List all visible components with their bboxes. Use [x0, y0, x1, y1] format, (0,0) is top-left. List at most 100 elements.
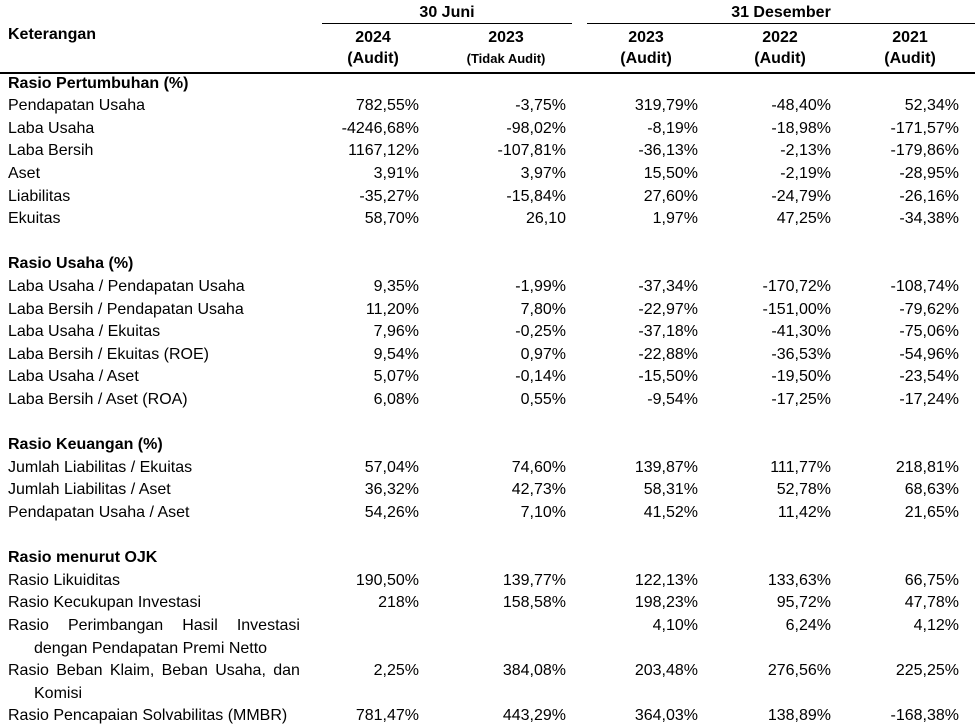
- table-row: Rasio Perimbangan Hasil Investasi 4,10% 6,24%…: [0, 615, 975, 638]
- table-row: Laba Bersih / Pendapatan Usaha 11,20% 7,80…: [0, 299, 975, 322]
- row-label: Laba Usaha / Aset: [8, 368, 139, 386]
- table-row: Laba Bersih 1167,12% -107,81% -36,13% -2,13%…: [0, 140, 975, 163]
- value-cell: -108,74%: [890, 277, 960, 295]
- value-cell: -79,62%: [899, 300, 959, 318]
- column-year: 2023: [628, 29, 664, 46]
- group-header-31-desember: 31 Desember: [731, 4, 831, 21]
- value-cell: 218,81%: [895, 458, 959, 476]
- row-label: Rasio Perimbangan Hasil Investasi: [8, 615, 300, 638]
- value-cell: -19,50%: [771, 368, 831, 386]
- row-label: Laba Usaha / Pendapatan Usaha: [8, 277, 245, 295]
- value-cell: 95,72%: [776, 594, 831, 612]
- value-cell: 111,77%: [770, 458, 831, 476]
- section-header: Rasio menurut OJK: [0, 547, 975, 570]
- table-row: Laba Bersih / Ekuitas (ROE) 9,54% 0,97% -22…: [0, 344, 975, 367]
- row-label: Laba Usaha / Ekuitas: [8, 323, 161, 341]
- value-cell: 3,97%: [520, 164, 566, 182]
- table-row: Liabilitas -35,27% -15,84% 27,60% -24,79% -26…: [0, 186, 975, 209]
- value-cell: 1167,12%: [348, 142, 419, 160]
- section-title: Rasio menurut OJK: [8, 549, 158, 567]
- column-year: 2021: [892, 29, 928, 46]
- value-cell: 6,24%: [785, 616, 831, 634]
- value-cell: -54,96%: [899, 345, 959, 363]
- value-cell: 47,25%: [776, 210, 831, 228]
- value-cell: 225,25%: [895, 662, 959, 680]
- label-word: Beban: [56, 662, 103, 680]
- section-header: Rasio Usaha (%): [0, 253, 975, 276]
- value-cell: -22,88%: [638, 345, 698, 363]
- value-cell: -151,00%: [762, 300, 832, 318]
- value-cell: 7,80%: [520, 300, 566, 318]
- spacer-row: [0, 525, 975, 548]
- value-cell: 66,75%: [904, 571, 959, 589]
- value-cell: 11,42%: [777, 503, 831, 521]
- group-underline-30-juni: [322, 23, 572, 24]
- value-cell: 15,50%: [643, 164, 698, 182]
- value-cell: -4246,68%: [341, 119, 419, 137]
- row-label: Aset: [8, 164, 41, 182]
- value-cell: -98,02%: [506, 119, 566, 137]
- value-cell: -2,19%: [780, 164, 831, 182]
- row-label: Liabilitas: [8, 187, 71, 205]
- value-cell: -9,54%: [647, 390, 698, 408]
- value-cell: 41,52%: [643, 503, 698, 521]
- row-label: Pendapatan Usaha / Aset: [8, 503, 190, 521]
- value-cell: 1,97%: [652, 210, 698, 228]
- table-row: Aset 3,91% 3,97% 15,50% -2,19% -28,95%: [0, 163, 975, 186]
- label-word: Perimbangan: [67, 616, 164, 634]
- group-underline-31-desember: [587, 23, 975, 24]
- column-subtitle: (Tidak Audit): [466, 51, 546, 66]
- value-cell: 158,58%: [502, 594, 566, 612]
- group-header-30-juni: 30 Juni: [419, 4, 475, 21]
- spacer-row: [0, 412, 975, 435]
- table-row: Jumlah Liabilitas / Ekuitas 57,04% 74,60% 1…: [0, 457, 975, 480]
- value-cell: -22,97%: [638, 300, 698, 318]
- label-word: Usaha,: [215, 662, 266, 680]
- row-label: Jumlah Liabilitas / Ekuitas: [8, 458, 193, 476]
- table-row: Laba Usaha -4246,68% -98,02% -8,19% -18,98% -…: [0, 118, 975, 141]
- value-cell: 443,29%: [502, 707, 566, 725]
- table-row: Ekuitas 58,70% 26,10 1,97% 47,25% -34,38%: [0, 208, 975, 231]
- section-header: Rasio Keuangan (%): [0, 434, 975, 457]
- column-year: 2024: [355, 29, 391, 46]
- value-cell: -37,34%: [638, 277, 698, 295]
- column-subtitle: (Audit): [347, 50, 399, 67]
- value-cell: 0,55%: [520, 390, 566, 408]
- value-cell: -18,98%: [771, 119, 831, 137]
- value-cell: 133,63%: [767, 571, 831, 589]
- value-cell: 364,03%: [634, 707, 698, 725]
- value-cell: -1,99%: [515, 277, 566, 295]
- section-title: Rasio Usaha (%): [8, 255, 134, 273]
- value-cell: 276,56%: [767, 662, 831, 680]
- value-cell: 139,87%: [634, 458, 698, 476]
- value-cell: 52,34%: [904, 97, 959, 115]
- value-cell: 198,23%: [634, 594, 698, 612]
- value-cell: 26,10: [525, 210, 566, 228]
- value-cell: 21,65%: [904, 503, 959, 521]
- keterangan-header: Keterangan: [8, 26, 97, 43]
- table-row: Laba Bersih / Aset (ROA) 6,08% 0,55% -9,54%…: [0, 389, 975, 412]
- column-header-2022-audit: 2022 (Audit): [730, 27, 830, 69]
- value-cell: -24,79%: [771, 187, 831, 205]
- value-cell: -36,13%: [638, 142, 698, 160]
- section-title: Rasio Keuangan (%): [8, 436, 163, 454]
- value-cell: 0,97%: [520, 345, 566, 363]
- value-cell: 9,35%: [373, 277, 419, 295]
- value-cell: 58,31%: [643, 481, 698, 499]
- table-row: Laba Usaha / Pendapatan Usaha 9,35% -1,99%…: [0, 276, 975, 299]
- value-cell: 7,96%: [373, 323, 419, 341]
- value-cell: 203,48%: [634, 662, 698, 680]
- value-cell: -168,38%: [890, 707, 960, 725]
- row-label: Ekuitas: [8, 210, 61, 228]
- column-year: 2023: [488, 29, 524, 46]
- value-cell: 52,78%: [776, 481, 831, 499]
- value-cell: -48,40%: [771, 97, 831, 115]
- section-title: Rasio Pertumbuhan (%): [8, 74, 189, 92]
- value-cell: 54,26%: [364, 503, 419, 521]
- value-cell: 319,79%: [634, 97, 698, 115]
- value-cell: 4,10%: [652, 616, 698, 634]
- label-word: Klaim,: [109, 662, 155, 680]
- table-row: Rasio Kecukupan Investasi 218% 158,58% 198,…: [0, 592, 975, 615]
- value-cell: -3,75%: [515, 97, 566, 115]
- value-cell: -17,25%: [771, 390, 831, 408]
